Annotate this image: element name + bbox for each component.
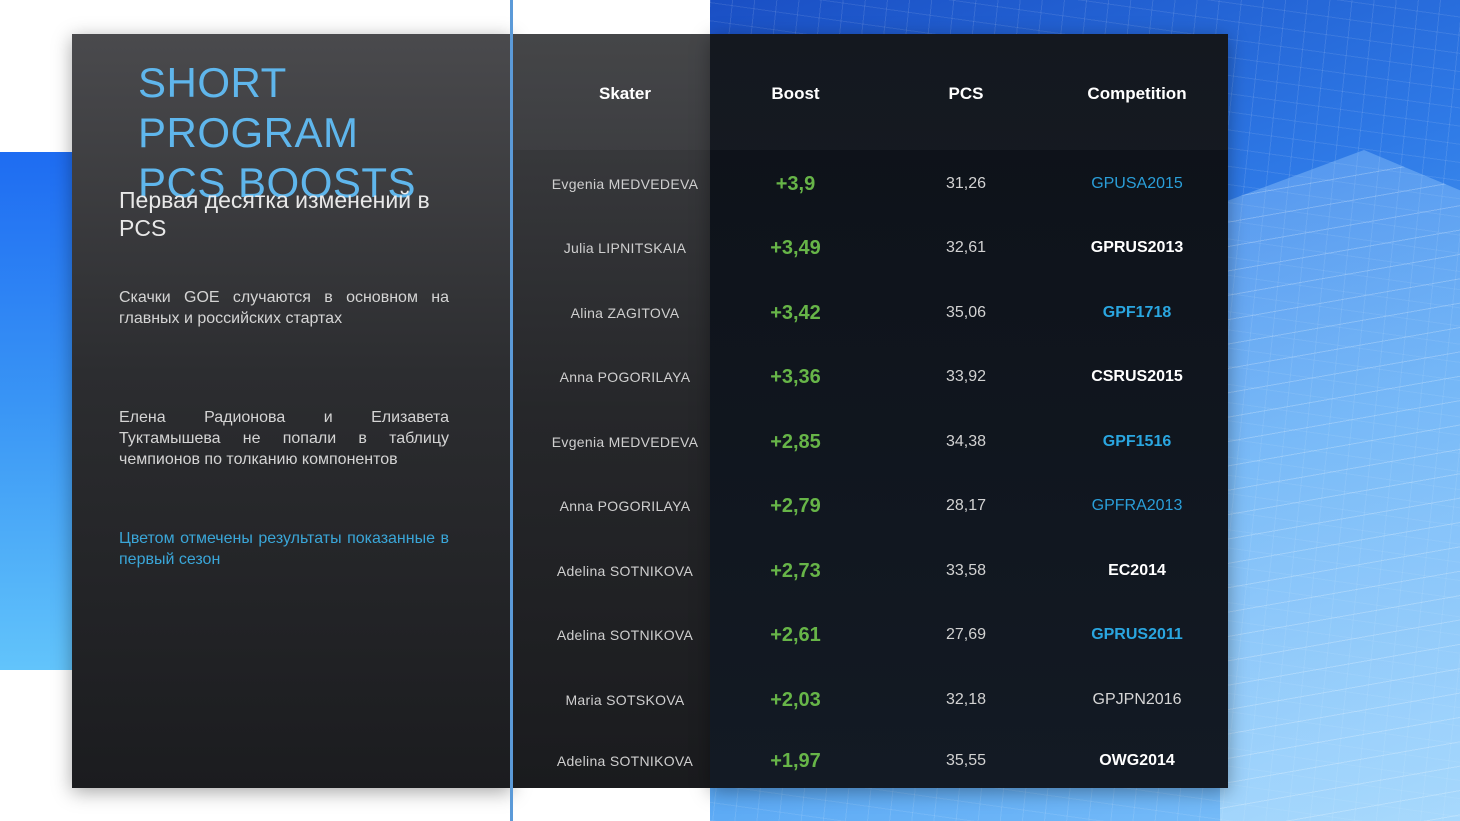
header-boost: Boost [771, 84, 820, 103]
header-competition: Competition [1087, 84, 1187, 103]
cell-competition: GPJPN2016 [1092, 691, 1182, 708]
slide-title-line-1: SHORT PROGRAM [138, 59, 359, 156]
cell-skater: Anna POGORILAYA [559, 369, 691, 385]
cell-boost: +2,03 [770, 689, 821, 711]
header-pcs: PCS [948, 84, 984, 103]
table-row: Alina ZAGITOVA +3,42 35,06 GPF1718 [540, 293, 1220, 333]
cell-boost: +3,9 [775, 173, 816, 195]
cell-skater: Anna POGORILAYA [559, 498, 691, 514]
cell-competition: GPRUS2013 [1090, 239, 1184, 256]
slide-title: SHORT PROGRAM PCS BOOSTS [138, 58, 518, 208]
cell-pcs: 33,58 [945, 562, 987, 579]
cell-skater: Adelina SOTNIKOVA [556, 563, 694, 579]
cell-skater: Maria SOTSKOVA [565, 692, 685, 708]
table-row: Evgenia MEDVEDEVA +2,85 34,38 GPF1516 [540, 422, 1220, 462]
cell-boost: +2,61 [770, 624, 821, 646]
cell-competition: OWG2014 [1099, 752, 1175, 769]
slide-title-line-2: PCS BOOSTS [138, 159, 417, 206]
table-row: Evgenia MEDVEDEVA +3,9 31,26 GPUSA2015 [540, 164, 1220, 204]
cell-pcs: 34,38 [945, 433, 987, 450]
cell-competition: GPUSA2015 [1091, 175, 1183, 192]
cell-boost: +3,36 [770, 366, 821, 388]
cell-competition: GPFRA2013 [1091, 497, 1183, 514]
cell-boost: +3,42 [770, 302, 821, 324]
cell-competition: GPF1516 [1102, 433, 1172, 450]
cell-competition: GPF1718 [1102, 304, 1172, 321]
table-row: Adelina SOTNIKOVA +1,97 35,55 OWG2014 [540, 741, 1220, 781]
right-panel [710, 34, 1228, 788]
cell-pcs: 32,61 [945, 239, 987, 256]
left-panel [72, 34, 512, 788]
divider-line [510, 0, 513, 821]
slide-subtitle: Первая десятка изменений в PCS [119, 187, 430, 241]
cell-skater: Adelina SOTNIKOVA [556, 753, 694, 769]
cell-skater: Evgenia MEDVEDEVA [551, 434, 699, 450]
note-color-legend: Цветом отмечены результаты показанные в … [119, 530, 449, 568]
cell-pcs: 32,18 [945, 691, 987, 708]
cell-boost: +2,85 [770, 431, 821, 453]
cell-pcs: 35,55 [945, 752, 987, 769]
table-row: Julia LIPNITSKAIA +3,49 32,61 GPRUS2013 [540, 228, 1220, 268]
header-skater: Skater [599, 84, 651, 103]
cell-competition: CSRUS2015 [1091, 368, 1183, 385]
note-excluded-skaters: Елена Радионова и Елизавета Туктамышева … [119, 409, 449, 468]
cell-skater: Adelina SOTNIKOVA [556, 627, 694, 643]
table-row: Anna POGORILAYA +2,79 28,17 GPFRA2013 [540, 486, 1220, 526]
cell-boost: +2,73 [770, 560, 821, 582]
cell-pcs: 27,69 [945, 626, 987, 643]
table-row: Adelina SOTNIKOVA +2,73 33,58 EC2014 [540, 551, 1220, 591]
cell-competition: EC2014 [1108, 562, 1166, 579]
note-goe-jumps: Скачки GOE случаются в основном на главн… [119, 289, 449, 327]
cell-boost: +2,79 [770, 495, 821, 517]
table-row: Maria SOTSKOVA +2,03 32,18 GPJPN2016 [540, 680, 1220, 720]
cell-skater: Evgenia MEDVEDEVA [551, 176, 699, 192]
middle-panel [512, 34, 710, 788]
cell-boost: +3,49 [770, 237, 821, 259]
cell-boost: +1,97 [770, 750, 821, 772]
cell-pcs: 28,17 [945, 497, 987, 514]
cell-pcs: 31,26 [945, 175, 987, 192]
cell-skater: Julia LIPNITSKAIA [563, 240, 687, 256]
background-tower [1220, 150, 1460, 821]
cell-pcs: 33,92 [945, 368, 987, 385]
cell-skater: Alina ZAGITOVA [570, 305, 680, 321]
table-row: Adelina SOTNIKOVA +2,61 27,69 GPRUS2011 [540, 615, 1220, 655]
cell-competition: GPRUS2011 [1091, 626, 1183, 643]
cell-pcs: 35,06 [945, 304, 987, 321]
table-row: Anna POGORILAYA +3,36 33,92 CSRUS2015 [540, 357, 1220, 397]
